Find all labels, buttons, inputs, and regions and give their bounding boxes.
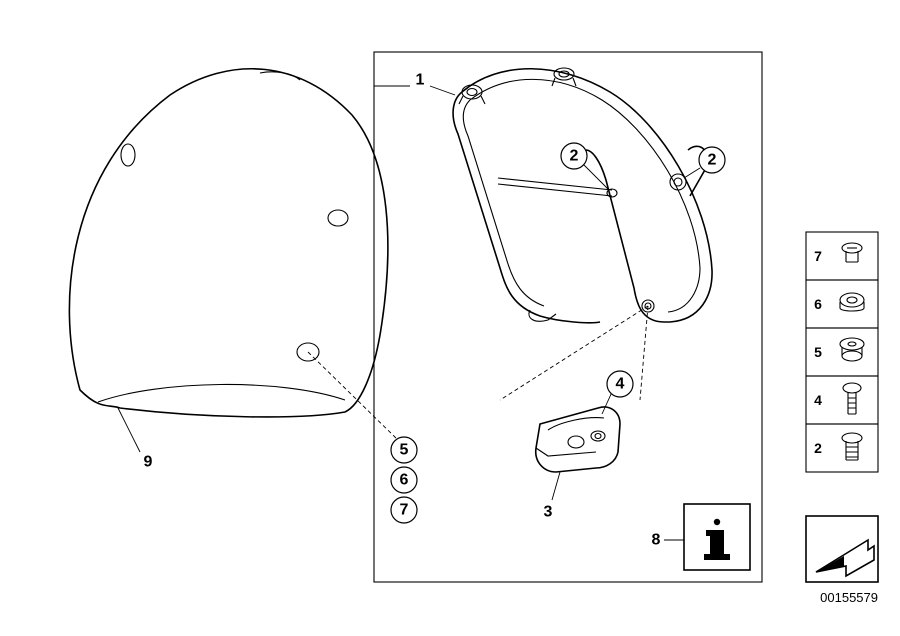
legend-num-7: 7 bbox=[814, 248, 822, 264]
group-frame bbox=[374, 52, 762, 582]
svg-text:6: 6 bbox=[400, 472, 409, 489]
svg-text:4: 4 bbox=[616, 376, 625, 393]
parts-diagram: 7 6 5 4 2 1 bbox=[0, 0, 900, 636]
windscreen bbox=[69, 69, 387, 417]
bracket-frame bbox=[453, 68, 712, 323]
svg-text:3: 3 bbox=[544, 504, 553, 521]
legend-num-6: 6 bbox=[814, 296, 822, 312]
clamp-block bbox=[536, 407, 620, 472]
svg-text:2: 2 bbox=[708, 152, 717, 169]
legend-column: 7 6 5 4 2 bbox=[806, 232, 878, 472]
callout-2-left: 2 bbox=[561, 143, 587, 169]
callout-7: 7 bbox=[391, 497, 417, 523]
callout-6: 6 bbox=[391, 467, 417, 493]
callout-4: 4 bbox=[607, 371, 633, 397]
svg-text:1: 1 bbox=[416, 72, 425, 89]
corner-arrow-box bbox=[806, 516, 878, 582]
legend-num-2: 2 bbox=[814, 440, 822, 456]
callouts: 1 2 2 3 4 5 6 7 bbox=[144, 72, 725, 549]
svg-text:8: 8 bbox=[652, 532, 661, 549]
callout-9: 9 bbox=[144, 454, 153, 471]
callout-1: 1 bbox=[416, 72, 425, 89]
diagram-id: 00155579 bbox=[820, 590, 878, 605]
info-box bbox=[684, 504, 750, 570]
legend-num-5: 5 bbox=[814, 344, 822, 360]
svg-text:2: 2 bbox=[570, 148, 579, 165]
legend-num-4: 4 bbox=[814, 392, 822, 408]
svg-text:9: 9 bbox=[144, 454, 153, 471]
svg-text:5: 5 bbox=[400, 442, 409, 459]
callout-5: 5 bbox=[391, 437, 417, 463]
callout-2-right: 2 bbox=[699, 147, 725, 173]
svg-text:7: 7 bbox=[400, 502, 409, 519]
callout-3: 3 bbox=[544, 504, 553, 521]
callout-8: 8 bbox=[652, 532, 661, 549]
